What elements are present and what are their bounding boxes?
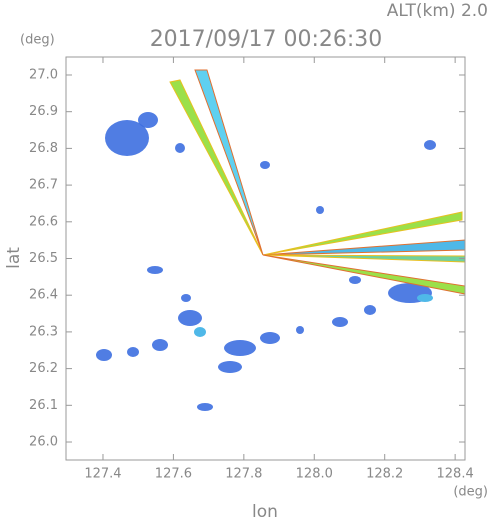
x-tick-label: 128.0: [296, 467, 333, 482]
y-tick-label: 26.7: [29, 178, 58, 193]
x-unit: (deg): [453, 485, 488, 500]
y-axis-label: lat: [4, 247, 24, 269]
radar-echoes: [96, 112, 436, 411]
y-tick-label: 26.1: [29, 398, 58, 413]
y-tick-label: 26.4: [29, 288, 58, 303]
y-tick-label: 26.5: [29, 251, 58, 266]
y-tick-label: 26.8: [29, 141, 58, 156]
y-tick-label: 27.0: [29, 67, 58, 82]
y-tick-label: 26.9: [29, 104, 58, 119]
y-tick-label: 26.0: [29, 435, 58, 450]
y-tick-label: 26.3: [29, 324, 58, 339]
y-tick-label: 26.6: [29, 214, 58, 229]
x-tick-label: 128.2: [366, 467, 403, 482]
x-axis-label: lon: [252, 502, 278, 521]
y-tick-label: 26.2: [29, 361, 58, 376]
altitude-label: ALT(km) 2.0: [387, 1, 488, 21]
x-tick-label: 127.8: [225, 467, 262, 482]
x-tick-label: 127.4: [84, 467, 121, 482]
x-tick-label: 128.4: [437, 467, 474, 482]
x-tick-label: 127.6: [155, 467, 192, 482]
y-unit: (deg): [20, 33, 55, 48]
radar-beams: [169, 69, 466, 295]
chart-title: 2017/09/17 00:26:30: [150, 27, 383, 52]
